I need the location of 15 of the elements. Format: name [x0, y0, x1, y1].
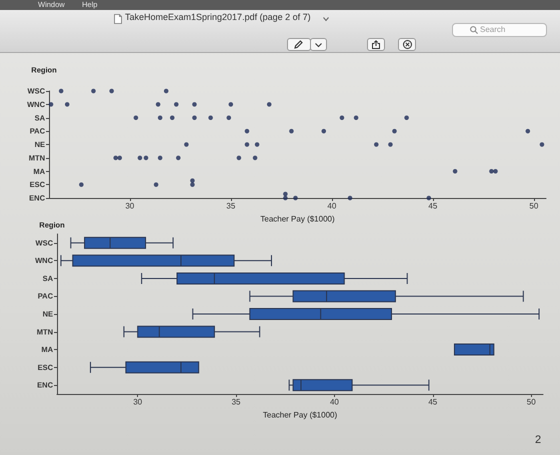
x-tick-label: 40	[327, 202, 337, 210]
x-axis-title: Teacher Pay ($1000)	[262, 410, 338, 420]
x-tick-label: 50	[526, 398, 536, 406]
text: 2	[535, 434, 542, 448]
x-tick-label: 45	[428, 398, 438, 406]
x-axis-title: Teacher Pay ($1000)	[260, 214, 335, 224]
x-tick-label: 35	[232, 398, 242, 406]
x-tick-label: 45	[428, 202, 438, 210]
text: TakeHomeExam1Spring2017.pdf (page 2 of 7)	[125, 12, 311, 23]
x-tick-label: 35	[226, 202, 236, 210]
x-tick-label: 40	[330, 398, 340, 406]
x-tick-label: 30	[133, 398, 143, 406]
x-tick-label: 30	[125, 202, 135, 210]
text: Search	[480, 25, 506, 35]
x-tick-label: 50	[529, 202, 539, 210]
